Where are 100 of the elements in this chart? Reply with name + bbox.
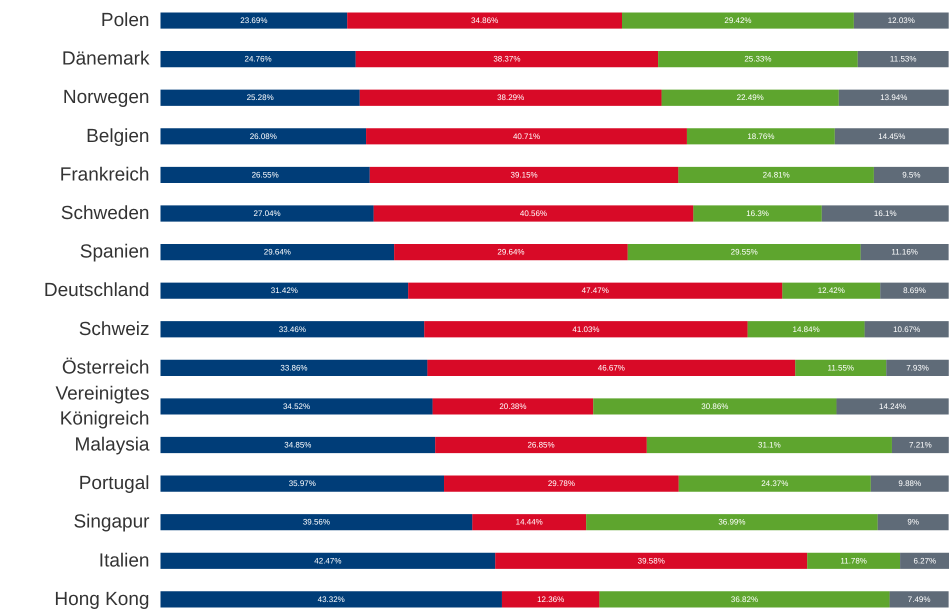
data-label: 26.08% [250, 132, 277, 141]
bar [432, 398, 594, 415]
bar [424, 321, 748, 338]
data-label: 25.28% [246, 93, 274, 102]
bar [160, 552, 496, 569]
y-tick-label: Singapur [73, 512, 150, 533]
data-label: 39.58% [638, 556, 665, 566]
bar [678, 166, 874, 184]
bar [836, 398, 949, 415]
data-label: 34.86% [471, 16, 498, 26]
data-label: 9.88% [898, 479, 922, 488]
data-label: 29.42% [724, 16, 752, 26]
data-label: 47.47% [582, 286, 609, 296]
bar [834, 128, 949, 144]
bar [160, 128, 366, 144]
data-label: 14.84% [792, 324, 820, 334]
bar [502, 591, 600, 608]
y-tick-label: Dänemark [62, 48, 150, 70]
bar [874, 166, 949, 184]
data-label: 24.37% [761, 479, 788, 488]
bar [374, 205, 694, 222]
data-label: 25.33% [744, 54, 772, 64]
data-label: 46.67% [598, 363, 625, 372]
bar [854, 12, 949, 29]
data-label: 7.93% [906, 363, 929, 372]
y-tick-label: Polen [100, 10, 150, 32]
data-label: 26.55% [252, 170, 279, 180]
y-tick-label: Portugal [78, 473, 150, 494]
data-label: 24.76% [244, 54, 272, 64]
data-label: 14.24% [879, 402, 906, 411]
data-label: 7.49% [908, 594, 930, 604]
bar [160, 321, 424, 338]
y-tick-label: Hong Kong [54, 588, 150, 610]
data-label: 34.52% [282, 402, 310, 411]
bar [838, 90, 949, 106]
y-tick-label: Italien [98, 550, 150, 572]
data-label: 41.03% [572, 324, 600, 334]
data-label: 31.42% [270, 286, 298, 296]
bar [822, 205, 949, 222]
data-label: 12.42% [818, 286, 845, 296]
bar [394, 244, 628, 260]
data-label: 29.64% [497, 248, 525, 257]
bar [880, 282, 949, 299]
bar [662, 90, 839, 106]
data-label: 40.56% [520, 209, 548, 218]
data-label: 16.1% [874, 209, 897, 218]
bar [795, 360, 886, 376]
bar [495, 552, 808, 569]
bar [472, 514, 586, 530]
data-label: 12.03% [888, 16, 915, 26]
data-label: 29.55% [730, 248, 758, 257]
y-tick-label: Belgien [86, 126, 150, 147]
data-label: 11.53% [890, 54, 916, 64]
data-label: 26.85% [527, 440, 555, 450]
y-tick-label: Norwegen [62, 87, 150, 108]
data-label: 29.78% [548, 479, 575, 488]
data-label: 20.38% [499, 402, 526, 411]
y-tick-label: Deutschland [44, 280, 150, 302]
data-label: 43.32% [318, 594, 345, 604]
bar [748, 321, 865, 338]
bar [160, 90, 360, 106]
data-label: 8.69% [903, 286, 926, 296]
bar [370, 166, 678, 184]
bar [860, 244, 949, 260]
data-label: 11.16% [891, 248, 918, 257]
bar [678, 476, 871, 492]
bar [890, 591, 949, 608]
bar [160, 360, 428, 376]
bar [160, 591, 502, 608]
data-label: 33.86% [280, 363, 308, 372]
data-label: 16.3% [746, 209, 769, 218]
data-label: 18.76% [747, 132, 774, 141]
bar [444, 476, 679, 492]
data-label: 11.78% [840, 556, 867, 566]
bar [160, 436, 436, 454]
bar [878, 514, 949, 530]
data-label: 30.86% [701, 402, 728, 411]
bar [864, 321, 949, 338]
data-label: 22.49% [736, 93, 764, 102]
bar [408, 282, 782, 299]
bar [886, 360, 949, 376]
data-label: 29.64% [264, 248, 291, 257]
bar [160, 282, 408, 299]
data-label: 31.1% [758, 440, 781, 450]
bar [360, 90, 662, 106]
data-label: 6.27% [913, 556, 936, 566]
data-label: 7.21% [909, 440, 932, 450]
bar [807, 552, 900, 569]
data-label: 9.5% [902, 170, 920, 180]
data-label: 13.94% [880, 93, 908, 102]
data-label: 35.97% [288, 479, 316, 488]
data-label: 38.37% [493, 54, 520, 64]
bar [160, 244, 394, 260]
bar [622, 12, 854, 29]
y-tick-label: Österreich [62, 357, 150, 378]
bar [160, 166, 370, 184]
data-label: 42.47% [314, 556, 342, 566]
bar [646, 436, 892, 454]
data-label: 33.46% [278, 324, 306, 334]
bar [160, 205, 374, 222]
